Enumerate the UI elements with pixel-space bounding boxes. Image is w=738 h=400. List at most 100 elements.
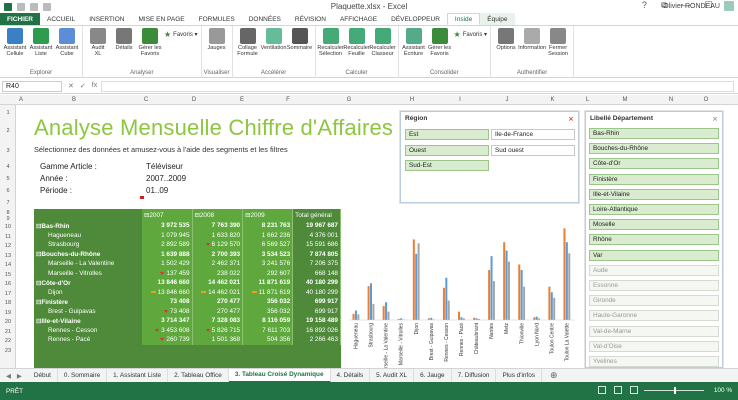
fx-icon[interactable]: fx <box>91 82 98 89</box>
sheet-tab-8[interactable]: 7. Diffusion <box>452 368 497 383</box>
sheet-tab-7[interactable]: 6. Jauge <box>414 368 452 383</box>
assistant-cellule-button[interactable]: Assistant Cellule <box>3 28 27 57</box>
pivot-cell[interactable]: 1 079 945 <box>142 230 193 240</box>
pivot-cell[interactable]: 14 462 021 <box>192 278 244 288</box>
name-box[interactable]: R40 <box>2 80 62 92</box>
pivot-cell[interactable]: 1 639 888 <box>142 249 193 259</box>
tab-formules[interactable]: FORMULES <box>198 15 235 23</box>
row-header-6[interactable]: 6 <box>6 188 10 194</box>
options-button[interactable]: Options <box>494 28 518 51</box>
region-item-sud-est[interactable]: Sud-Est <box>405 160 489 171</box>
row-header-7[interactable]: 7 <box>6 200 10 206</box>
user-account[interactable]: Olivier RONDEAU <box>663 1 734 11</box>
pivot-cell[interactable]: 16 892 026 <box>292 325 341 335</box>
pivot-cell[interactable]: 6 129 570 <box>192 240 244 250</box>
department-item-finist-re[interactable]: Finistère <box>589 173 719 185</box>
pivot-cell[interactable]: 699 917 <box>292 306 341 316</box>
pivot-cell[interactable]: 40 180 299 <box>292 278 341 288</box>
pivot-cell[interactable]: 2 462 371 <box>192 259 244 269</box>
pivot-cell[interactable]: 19 967 687 <box>292 221 341 231</box>
row-header-4[interactable]: 4 <box>6 164 10 170</box>
maximize-icon[interactable]: ☐ <box>704 0 713 10</box>
next-sheet-icon[interactable]: ▶ <box>16 372 22 380</box>
pivot-cell[interactable]: 14 462 021 <box>192 287 244 297</box>
department-item-val-d-oise[interactable]: Val-d'Oise <box>589 340 719 352</box>
pivot-cell[interactable]: 6 569 527 <box>242 240 294 250</box>
row-header-12[interactable]: 12 <box>4 243 12 249</box>
g-rer-les-favoris-button[interactable]: Gérer les Favoris <box>138 28 162 57</box>
sheet-nav[interactable]: ◀ ▶ <box>0 372 28 380</box>
help-icon[interactable]: ? <box>641 0 647 10</box>
pivot-cell[interactable]: 11 871 619 <box>242 287 294 297</box>
view-buttons[interactable] <box>598 386 638 394</box>
sheet-tab-6[interactable]: 5. Audit XL <box>370 368 415 383</box>
sommaire-button[interactable]: Sommaire <box>287 28 312 51</box>
pivot-row[interactable]: Dijon 13 846 660 14 462 021 11 871 619 40 18… <box>34 287 341 297</box>
favoris-dropdown[interactable]: ★ Favoris ▾ <box>164 28 198 39</box>
assistant-criture-button[interactable]: Assistant Écriture <box>402 28 426 57</box>
pivot-table[interactable]: ⊟2007 ⊟2008 ⊟2009 Total général ⊟Bas-Rhin 3 9… <box>34 209 341 369</box>
sheet-tab-4[interactable]: 3. Tableau Croisé Dynamique <box>228 368 331 383</box>
restore-ribbon-icon[interactable]: ⧉ <box>660 0 668 10</box>
row-header-2[interactable]: 2 <box>6 128 10 134</box>
assistant-cube-button[interactable]: Assistant Cube <box>55 28 79 57</box>
row-header-18[interactable]: 18 <box>4 300 12 306</box>
recalculer-feuille-button[interactable]: Recalculer Feuille <box>343 28 370 57</box>
pivot-row[interactable]: Rennes - Cesson 3 453 608 5 826 715 7 611 7… <box>34 325 341 335</box>
column-header-N[interactable]: N <box>668 97 674 103</box>
pivot-cell[interactable]: 356 032 <box>242 306 294 316</box>
column-header-O[interactable]: O <box>703 97 709 103</box>
prev-sheet-icon[interactable]: ◀ <box>6 372 11 380</box>
column-header-C[interactable]: C <box>143 97 149 103</box>
zoom-slider[interactable] <box>644 387 704 394</box>
audit-xl-button[interactable]: Audit XL <box>86 28 110 57</box>
row-header-22[interactable]: 22 <box>4 338 12 344</box>
pivot-cell[interactable]: 504 356 <box>242 335 294 345</box>
sheet-tab-2[interactable]: 1. Assistant Liste <box>107 368 169 383</box>
pivot-cell[interactable]: 8 231 763 <box>242 221 294 231</box>
tab-accueil[interactable]: ACCUEIL <box>47 15 76 23</box>
recalculer-s-lection-button[interactable]: Recalculer Sélection <box>317 28 344 57</box>
pivot-cell[interactable]: 13 846 660 <box>142 278 193 288</box>
pivot-cell[interactable]: 19 158 489 <box>292 316 341 326</box>
pivot-cell[interactable]: 7 328 083 <box>192 316 244 326</box>
department-item-loire-atlantique[interactable]: Loire-Atlantique <box>589 204 719 215</box>
pivot-cell[interactable]: 73 408 <box>142 306 193 316</box>
column-header-I[interactable]: I <box>459 97 461 103</box>
pivot-cell[interactable]: 3 241 576 <box>242 259 294 269</box>
pivot-cell[interactable]: 15 591 686 <box>292 240 341 250</box>
pivot-row[interactable]: Hagueneau 1 079 945 1 633 820 1 662 236 4 37… <box>34 230 341 240</box>
department-item-aude[interactable]: Aude <box>589 264 719 276</box>
tab-r-vision[interactable]: RÉVISION <box>294 15 326 23</box>
zoom-level[interactable]: 100 % <box>713 387 732 394</box>
column-header-A[interactable]: A <box>18 97 23 103</box>
pivot-cell[interactable]: 5 826 715 <box>192 325 244 335</box>
fermer-session-button[interactable]: Fermer Session <box>546 28 570 57</box>
region-item-ouest[interactable]: Ouest <box>405 145 489 156</box>
pivot-row[interactable]: ⊟Bas-Rhin 3 972 535 7 763 390 8 231 763 19 9… <box>34 221 341 231</box>
pivot-row[interactable]: ⊟Ille-et-Vilaine 3 714 347 7 328 083 8 116 … <box>34 316 341 326</box>
row-header-3[interactable]: 3 <box>6 148 10 154</box>
pivot-cell[interactable]: 137 459 <box>142 268 193 278</box>
department-item-ille-et-vilaine[interactable]: Ille-et-Vilaine <box>589 188 719 200</box>
pivot-cell[interactable]: 8 116 059 <box>242 316 294 326</box>
sheet-tab-1[interactable]: 0. Sommaire <box>58 368 108 383</box>
department-item-moselle[interactable]: Moselle <box>589 219 719 231</box>
recalculer-classeur-button[interactable]: Recalculer Classeur <box>369 28 396 57</box>
enter-icon[interactable]: ✓ <box>79 83 86 90</box>
pivot-row[interactable]: ⊟Côte-d'Or 13 846 660 14 462 021 11 871 619… <box>34 278 341 288</box>
department-item-bas-rhin[interactable]: Bas-Rhin <box>589 128 719 139</box>
row-header-21[interactable]: 21 <box>4 328 12 335</box>
minimize-icon[interactable]: — <box>681 0 691 10</box>
pivot-cell[interactable]: 2 700 393 <box>192 249 244 259</box>
information-button[interactable]: Information <box>518 28 546 51</box>
pivot-cell[interactable]: 3 972 535 <box>142 221 193 231</box>
add-sheet-icon[interactable]: ⊕ <box>549 370 558 380</box>
tab-insertion[interactable]: INSERTION <box>89 15 125 23</box>
tab-donn-es[interactable]: DONNÉES <box>248 15 281 23</box>
column-header-L[interactable]: L <box>585 97 590 103</box>
department-item-gironde[interactable]: Gironde <box>589 295 719 307</box>
department-item-val-de-marne[interactable]: Val-de-Marne <box>589 325 719 337</box>
save-icon[interactable] <box>17 2 25 11</box>
pivot-cell[interactable]: 3 453 608 <box>142 325 193 335</box>
